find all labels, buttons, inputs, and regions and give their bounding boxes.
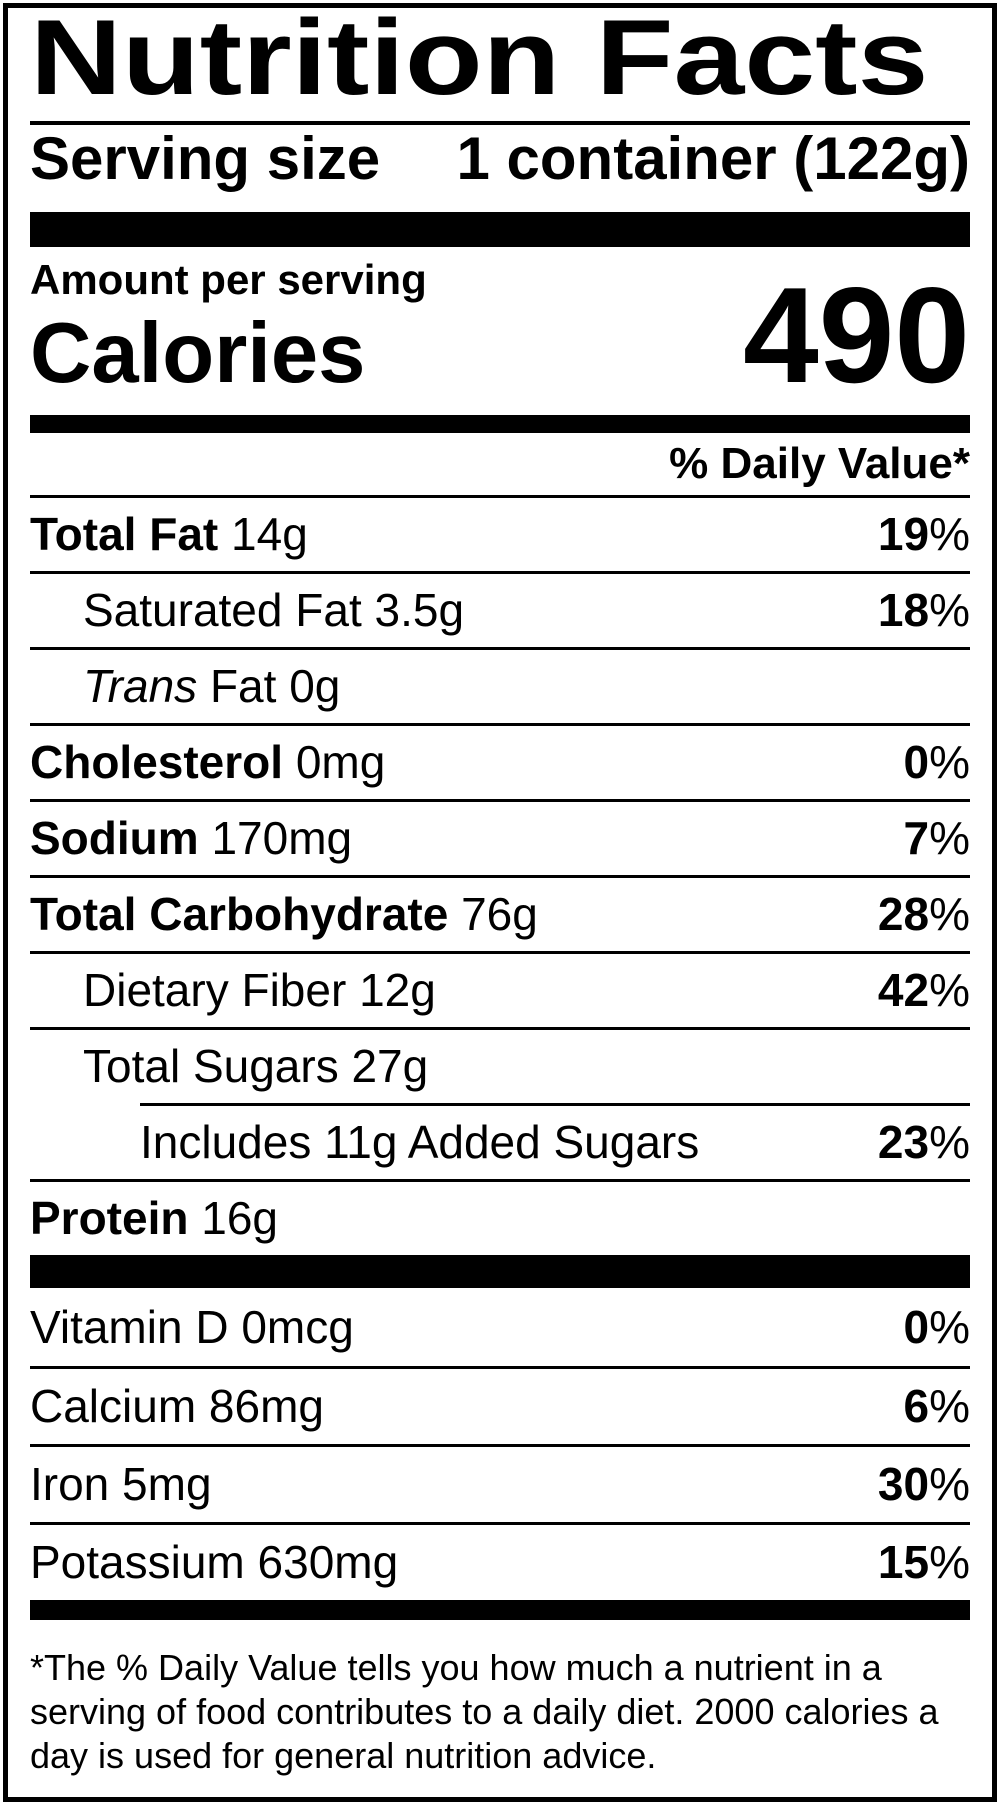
daily-value-footnote: *The % Daily Value tells you how much a …: [30, 1647, 939, 1776]
nutrient-row-total-carbohydrate: Total Carbohydrate 76g 28%: [30, 875, 970, 951]
daily-value: 15%: [877, 1536, 970, 1589]
vitamin-row-calcium: Calcium 86mg 6%: [30, 1366, 970, 1444]
daily-value: 0%: [903, 1300, 971, 1353]
nutrient-row-protein: Protein 16g: [30, 1179, 970, 1255]
label-title: Nutrition Facts: [30, 3, 929, 117]
serving-size-value: 1 container (122g): [456, 125, 971, 192]
calories-value: 490: [743, 259, 970, 411]
daily-value: 6%: [903, 1380, 971, 1433]
daily-value: 0%: [903, 736, 971, 789]
nutrient-row-dietary-fiber: Dietary Fiber 12g 42%: [30, 951, 970, 1027]
daily-value: 19%: [877, 508, 970, 561]
daily-value: 7%: [903, 812, 971, 865]
amount-per-serving-label: Amount per serving: [30, 256, 427, 303]
title-rule: [30, 121, 970, 125]
nutrient-row-total-sugars: Total Sugars 27g: [30, 1027, 970, 1103]
nutrition-facts-label: Nutrition Facts Serving size 1 container…: [3, 3, 997, 1802]
nutrient-rows: Total Fat 14g 19% Saturated Fat 3.5g 18%…: [30, 495, 970, 1255]
daily-value: 42%: [877, 964, 970, 1017]
nutrient-row-sodium: Sodium 170mg 7%: [30, 799, 970, 875]
nutrient-row-added-sugars: Includes 11g Added Sugars 23%: [140, 1103, 970, 1179]
nutrient-row-saturated-fat: Saturated Fat 3.5g 18%: [30, 571, 970, 647]
calories-section: Amount per serving Calories 490: [30, 247, 970, 415]
medium-separator-bar-footnote: [30, 1600, 970, 1620]
vitamin-row-iron: Iron 5mg 30%: [30, 1444, 970, 1522]
nutrient-row-cholesterol: Cholesterol 0mg 0%: [30, 723, 970, 799]
thick-separator-bar-vitamins: [30, 1255, 970, 1288]
daily-value: 30%: [877, 1458, 970, 1511]
daily-value-header: % Daily Value*: [669, 439, 970, 488]
daily-value: 28%: [877, 888, 970, 941]
vitamin-row-vitamin-d: Vitamin D 0mcg 0%: [30, 1300, 971, 1353]
nutrient-row-trans-fat: Trans Fat 0g: [30, 647, 970, 723]
medium-separator-bar-calories: [30, 415, 970, 433]
vitamin-row-potassium: Potassium 630mg 15%: [30, 1522, 970, 1600]
nutrient-row-total-fat: Total Fat 14g 19%: [30, 495, 970, 571]
vitamin-rows: Vitamin D 0mcg 0% Calcium 86mg 6% Iron 5…: [30, 1288, 970, 1600]
serving-size-row: Serving size 1 container (122g): [30, 125, 970, 212]
daily-value: 23%: [877, 1116, 970, 1169]
daily-value: 18%: [877, 584, 970, 637]
calories-label: Calories: [30, 306, 366, 402]
serving-size-label: Serving size: [30, 125, 381, 192]
thick-separator-bar-top: [30, 212, 970, 247]
